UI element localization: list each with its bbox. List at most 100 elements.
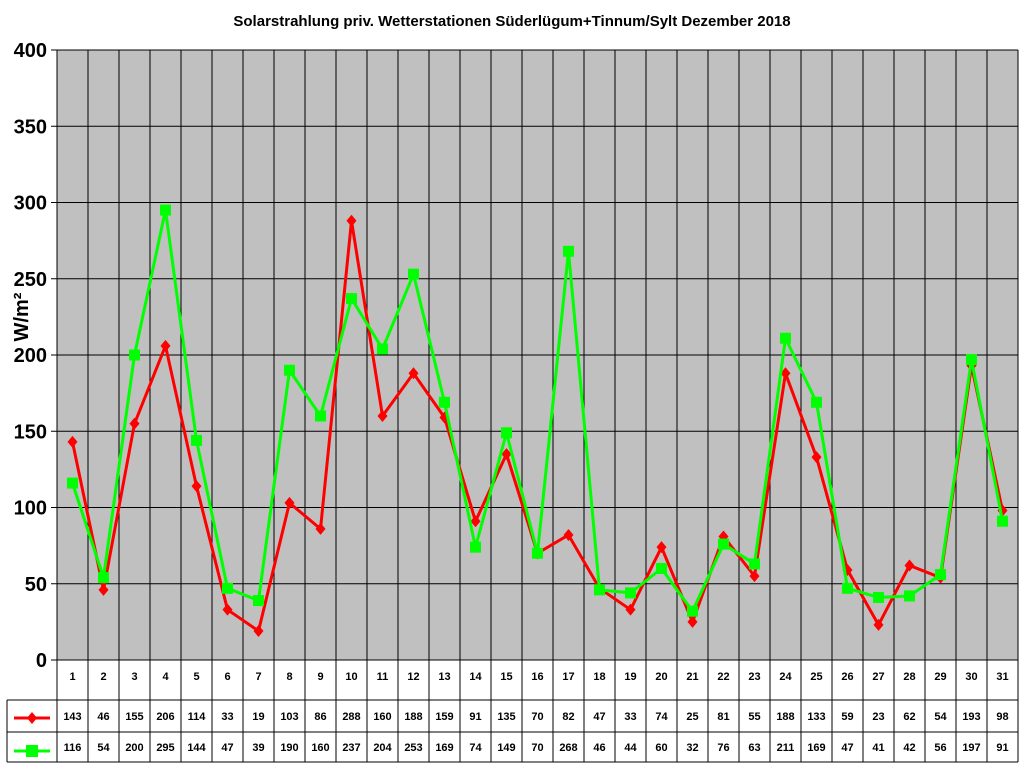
- table-cell-value: 47: [841, 742, 853, 754]
- table-cell-value: 33: [221, 711, 233, 723]
- table-cell-value: 81: [717, 711, 729, 723]
- data-point-2: [780, 332, 791, 344]
- x-tick-label: 19: [624, 671, 636, 683]
- data-point-1: [222, 603, 233, 616]
- table-cell-value: 91: [469, 711, 481, 723]
- table-cell-value: 33: [624, 711, 636, 723]
- table-cell-value: 59: [841, 711, 853, 723]
- data-point-2: [501, 427, 512, 439]
- x-tick-label: 20: [655, 671, 667, 683]
- x-tick-label: 3: [131, 671, 137, 683]
- table-cell-value: 204: [373, 742, 392, 754]
- x-tick-label: 17: [562, 671, 574, 683]
- data-point-1: [129, 417, 140, 430]
- data-point-2: [563, 245, 574, 257]
- table-cell-value: 56: [934, 742, 946, 754]
- table-cell-value: 70: [531, 711, 543, 723]
- table-cell-value: 63: [748, 742, 760, 754]
- table-cell-value: 144: [187, 742, 206, 754]
- data-point-1: [563, 528, 574, 541]
- chart-title: Solarstrahlung priv. Wetterstationen Süd…: [233, 13, 790, 30]
- y-tick-label: 300: [14, 193, 47, 215]
- x-tick-label: 25: [810, 671, 822, 683]
- data-point-2: [191, 434, 202, 446]
- x-tick-label: 2: [100, 671, 106, 683]
- table-cell-value: 74: [655, 711, 668, 723]
- y-tick-label: 400: [14, 40, 47, 62]
- data-point-2: [594, 584, 605, 596]
- table-cell-value: 91: [996, 742, 1008, 754]
- data-point-1: [284, 496, 295, 509]
- data-point-2: [966, 354, 977, 366]
- x-tick-label: 15: [500, 671, 512, 683]
- x-tick-label: 29: [934, 671, 946, 683]
- table-cell-value: 188: [404, 711, 422, 723]
- table-cell-value: 46: [97, 711, 109, 723]
- x-tick-label: 5: [193, 671, 199, 683]
- table-cell-value: 160: [311, 742, 329, 754]
- data-point-1: [346, 214, 357, 227]
- table-cell-value: 200: [125, 742, 143, 754]
- table-cell-value: 98: [996, 711, 1008, 723]
- data-point-1: [191, 480, 202, 493]
- data-point-2: [470, 541, 481, 553]
- table-cell-value: 46: [593, 742, 605, 754]
- table-cell-value: 135: [497, 711, 515, 723]
- data-point-2: [532, 547, 543, 559]
- table-cell-value: 55: [748, 711, 760, 723]
- data-point-1: [873, 618, 884, 631]
- y-tick-label: 200: [14, 345, 47, 367]
- data-point-2: [904, 590, 915, 602]
- data-point-2: [842, 582, 853, 594]
- y-tick-label: 350: [14, 116, 47, 138]
- data-point-2: [253, 595, 264, 607]
- table-cell-value: 133: [807, 711, 825, 723]
- data-point-2: [129, 349, 140, 361]
- x-tick-label: 28: [903, 671, 915, 683]
- data-point-2: [656, 563, 667, 574]
- data-point-1: [98, 583, 109, 596]
- x-tick-label: 23: [748, 671, 760, 683]
- x-tick-label: 4: [162, 671, 169, 683]
- table-cell-value: 39: [252, 742, 264, 754]
- table-cell-value: 74: [469, 742, 482, 754]
- data-point-2: [749, 558, 760, 570]
- table-cell-value: 82: [562, 711, 574, 723]
- data-point-1: [625, 603, 636, 616]
- data-point-1: [501, 448, 512, 461]
- data-point-2: [997, 515, 1008, 527]
- table-cell-value: 103: [280, 711, 298, 723]
- data-point-2: [160, 204, 171, 216]
- table-cell-value: 42: [903, 742, 915, 754]
- data-point-2: [67, 477, 78, 489]
- data-point-1: [160, 339, 171, 352]
- legend-marker-1: [27, 712, 37, 724]
- x-tick-label: 21: [686, 671, 698, 683]
- table-cell-value: 169: [807, 742, 825, 754]
- y-tick-label: 150: [14, 421, 47, 443]
- x-tick-label: 18: [593, 671, 605, 683]
- data-point-2: [98, 572, 109, 584]
- table-cell-value: 155: [125, 711, 143, 723]
- y-tick-label: 100: [14, 498, 47, 520]
- table-cell-value: 19: [252, 711, 264, 723]
- table-cell-value: 169: [435, 742, 453, 754]
- table-cell-value: 62: [903, 711, 915, 723]
- data-point-1: [749, 570, 760, 583]
- table-cell-value: 295: [156, 742, 174, 754]
- y-axis-label: W/m²: [11, 292, 33, 341]
- data-point-2: [439, 396, 450, 408]
- x-tick-label: 14: [469, 671, 482, 683]
- data-point-2: [315, 410, 326, 422]
- table-cell-value: 160: [373, 711, 391, 723]
- table-cell-value: 188: [776, 711, 794, 723]
- table-cell-value: 237: [342, 742, 360, 754]
- x-tick-label: 1: [69, 671, 75, 683]
- x-tick-label: 7: [255, 671, 261, 683]
- data-point-2: [811, 396, 822, 408]
- x-tick-label: 24: [779, 671, 792, 683]
- x-tick-label: 22: [717, 671, 729, 683]
- x-tick-label: 27: [872, 671, 884, 683]
- y-tick-label: 50: [25, 574, 47, 596]
